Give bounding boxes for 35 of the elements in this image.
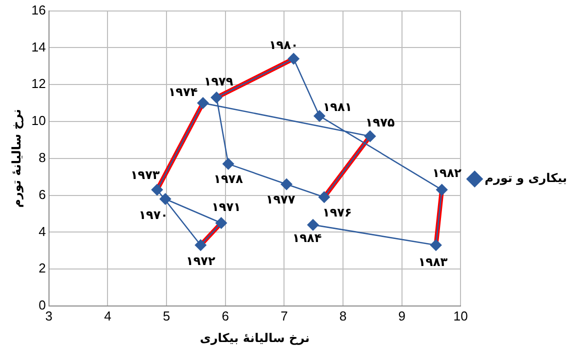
x-tick-label: 6 [222,308,229,324]
annotation: ۱۹۸۴ [292,230,322,245]
x-tick-label: 7 [280,308,288,324]
annotation: ۱۹۸۲ [432,166,462,180]
y-tick-label: 2 [38,260,46,276]
annotation: ۱۹۷۴ [168,85,198,100]
annotation: ۱۹۷۸ [214,172,244,186]
y-tick-label: 8 [38,150,46,165]
annotation: ۱۹۷۰ [138,208,168,222]
x-tick-label: 4 [104,308,112,324]
annotation: ۱۹۸۰ [268,38,298,52]
y-tick-label: 10 [31,113,46,128]
annotation: ۱۹۷۳ [130,168,160,182]
y-tick-label: 6 [38,186,46,202]
annotation: ۱۹۷۷ [266,192,296,206]
y-axis-title: نرخ سالیانهٔ تورم [9,109,24,208]
y-tick-label: 14 [31,39,46,54]
y-tick-label: 4 [38,224,46,239]
y-tick-label: 0 [38,298,46,313]
x-tick-label: 10 [453,308,468,324]
x-tick-label: 9 [398,308,406,324]
x-tick-label: 5 [162,308,170,324]
annotation: ۱۹۸۳ [418,255,448,270]
x-tick-label: 3 [45,308,52,324]
annotation: ۱۹۸۱ [322,100,352,114]
annotation: ۱۹۷۱ [212,200,241,214]
y-tick-label: 12 [31,76,46,92]
x-tick-label: 8 [339,308,347,324]
legend-label: بیکاری و تورم [484,171,567,186]
y-tick-label: 16 [31,2,46,18]
annotation: ۱۹۷۶ [322,205,352,220]
annotation: ۱۹۷۹ [204,74,234,89]
annotation: ۱۹۷۵ [365,115,395,130]
annotation: ۱۹۷۲ [186,254,216,268]
x-axis-title: نرخ سالیانهٔ بیکاری [200,330,310,345]
